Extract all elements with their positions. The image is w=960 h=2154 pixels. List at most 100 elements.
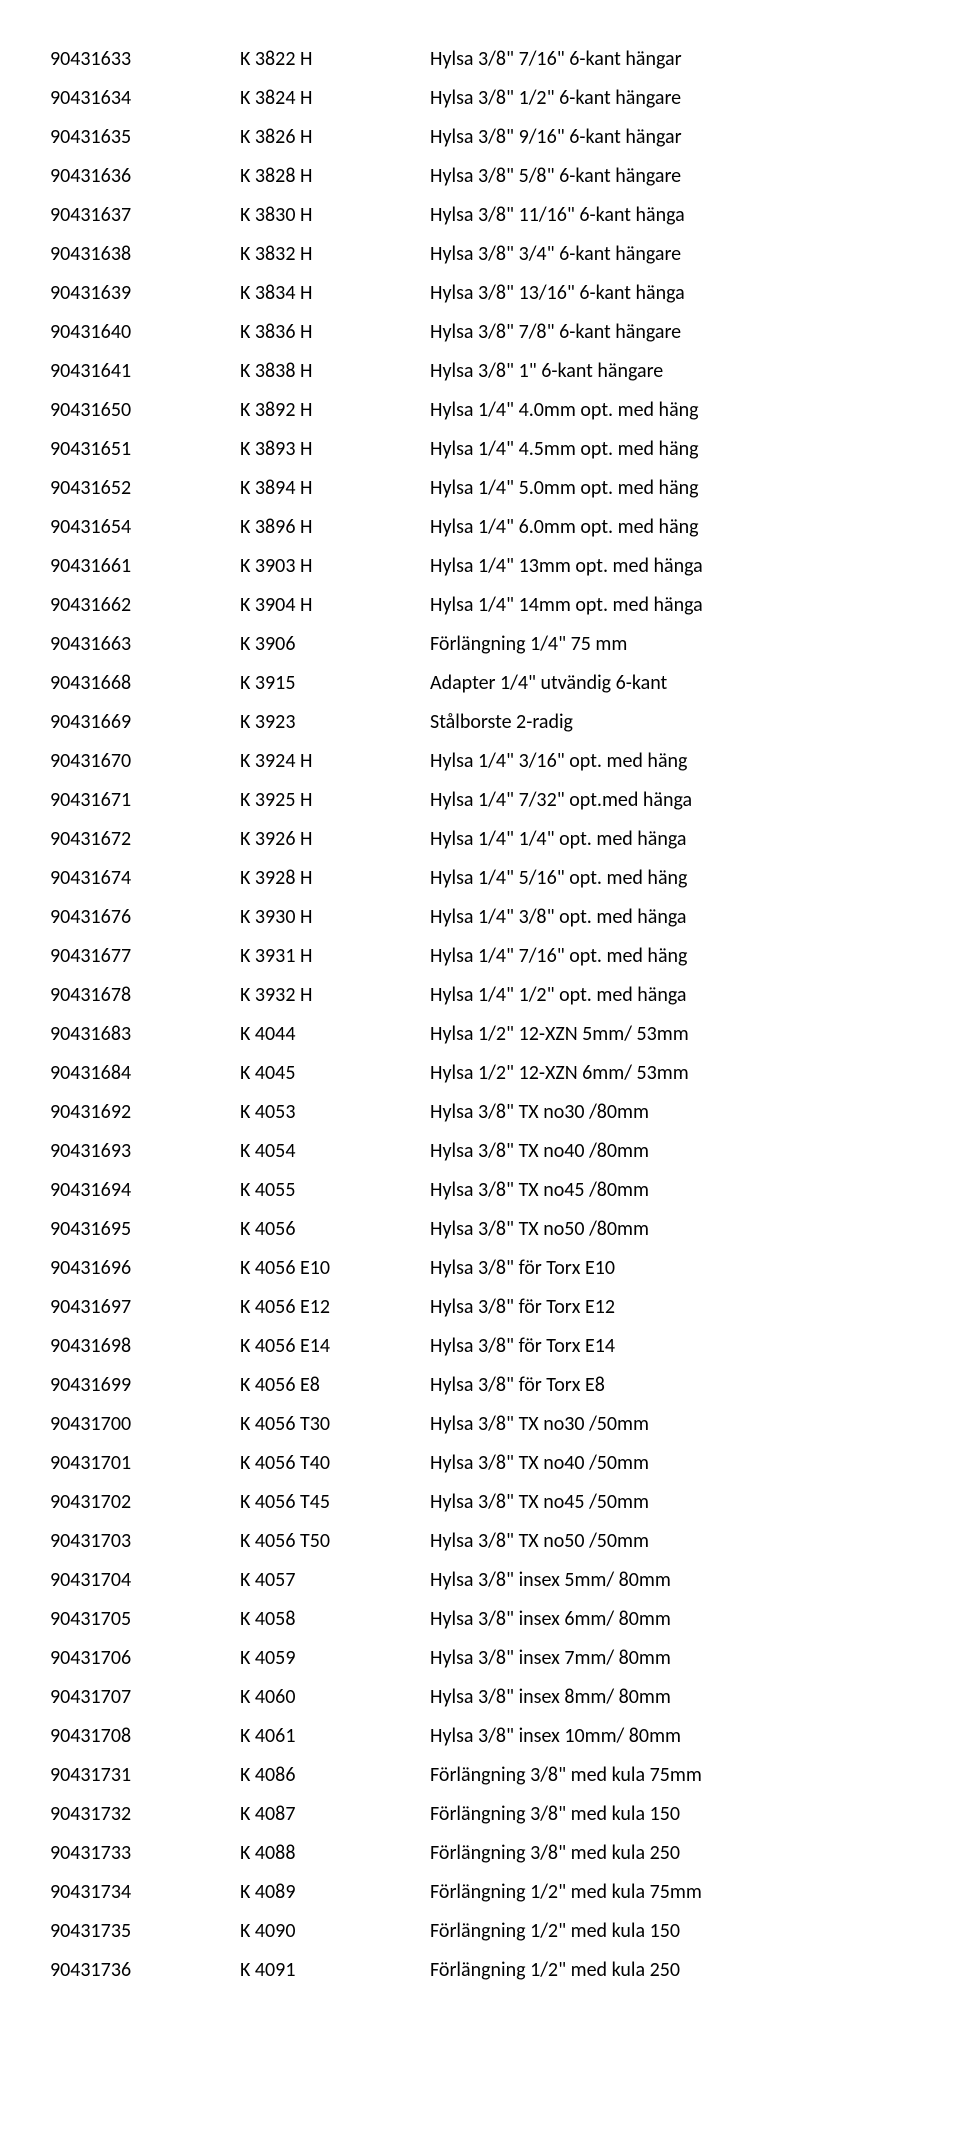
product-code: K 3826 H: [240, 118, 430, 157]
table-row: 90431683K 4044Hylsa 1/2" 12-XZN 5mm/ 53m…: [50, 1015, 910, 1054]
part-number: 90431634: [50, 79, 240, 118]
product-code: K 4056 E8: [240, 1366, 430, 1405]
description: Hylsa 1/4" 3/16" opt. med häng: [430, 742, 910, 781]
part-number: 90431676: [50, 898, 240, 937]
description: Hylsa 1/4" 14mm opt. med hänga: [430, 586, 910, 625]
product-code: K 3932 H: [240, 976, 430, 1015]
part-number: 90431678: [50, 976, 240, 1015]
part-number: 90431732: [50, 1795, 240, 1834]
product-code: K 3928 H: [240, 859, 430, 898]
description: Hylsa 3/8" 5/8" 6-kant hängare: [430, 157, 910, 196]
part-number: 90431684: [50, 1054, 240, 1093]
table-row: 90431641K 3838 HHylsa 3/8" 1" 6-kant hän…: [50, 352, 910, 391]
description: Förlängning 3/8" med kula 75mm: [430, 1756, 910, 1795]
product-code: K 4056 T30: [240, 1405, 430, 1444]
product-code: K 4054: [240, 1132, 430, 1171]
part-number: 90431641: [50, 352, 240, 391]
product-code: K 4090: [240, 1912, 430, 1951]
table-row: 90431670K 3924 HHylsa 1/4" 3/16" opt. me…: [50, 742, 910, 781]
table-row: 90431707K 4060Hylsa 3/8" insex 8mm/ 80mm: [50, 1678, 910, 1717]
table-row: 90431700K 4056 T30Hylsa 3/8" TX no30 /50…: [50, 1405, 910, 1444]
table-row: 90431705K 4058Hylsa 3/8" insex 6mm/ 80mm: [50, 1600, 910, 1639]
product-code: K 4045: [240, 1054, 430, 1093]
product-code: K 4091: [240, 1951, 430, 1990]
description: Hylsa 1/4" 4.0mm opt. med häng: [430, 391, 910, 430]
table-row: 90431634K 3824 HHylsa 3/8" 1/2" 6-kant h…: [50, 79, 910, 118]
product-code: K 3834 H: [240, 274, 430, 313]
part-number: 90431636: [50, 157, 240, 196]
part-number: 90431639: [50, 274, 240, 313]
table-row: 90431708K 4061Hylsa 3/8" insex 10mm/ 80m…: [50, 1717, 910, 1756]
product-code: K 4044: [240, 1015, 430, 1054]
description: Hylsa 1/4" 5.0mm opt. med häng: [430, 469, 910, 508]
part-number: 90431669: [50, 703, 240, 742]
part-number: 90431637: [50, 196, 240, 235]
description: Hylsa 3/8" TX no50 /50mm: [430, 1522, 910, 1561]
table-row: 90431701K 4056 T40Hylsa 3/8" TX no40 /50…: [50, 1444, 910, 1483]
part-number: 90431705: [50, 1600, 240, 1639]
parts-table: 90431633K 3822 HHylsa 3/8" 7/16" 6-kant …: [50, 40, 910, 1990]
product-code: K 4055: [240, 1171, 430, 1210]
product-code: K 3830 H: [240, 196, 430, 235]
part-number: 90431699: [50, 1366, 240, 1405]
product-code: K 3822 H: [240, 40, 430, 79]
part-number: 90431671: [50, 781, 240, 820]
description: Hylsa 1/4" 13mm opt. med hänga: [430, 547, 910, 586]
description: Hylsa 1/4" 3/8" opt. med hänga: [430, 898, 910, 937]
description: Hylsa 1/4" 1/4" opt. med hänga: [430, 820, 910, 859]
part-number: 90431661: [50, 547, 240, 586]
part-number: 90431708: [50, 1717, 240, 1756]
description: Hylsa 1/2" 12-XZN 6mm/ 53mm: [430, 1054, 910, 1093]
product-code: K 4057: [240, 1561, 430, 1600]
table-row: 90431677K 3931 HHylsa 1/4" 7/16" opt. me…: [50, 937, 910, 976]
part-number: 90431735: [50, 1912, 240, 1951]
table-row: 90431733K 4088Förlängning 3/8" med kula …: [50, 1834, 910, 1873]
table-row: 90431636K 3828 HHylsa 3/8" 5/8" 6-kant h…: [50, 157, 910, 196]
product-code: K 4060: [240, 1678, 430, 1717]
table-row: 90431735K 4090Förlängning 1/2" med kula …: [50, 1912, 910, 1951]
description: Hylsa 3/8" TX no45 /50mm: [430, 1483, 910, 1522]
description: Hylsa 3/8" TX no40 /50mm: [430, 1444, 910, 1483]
table-row: 90431731K 4086Förlängning 3/8" med kula …: [50, 1756, 910, 1795]
table-row: 90431676K 3930 HHylsa 1/4" 3/8" opt. med…: [50, 898, 910, 937]
table-row: 90431672K 3926 HHylsa 1/4" 1/4" opt. med…: [50, 820, 910, 859]
part-number: 90431700: [50, 1405, 240, 1444]
product-code: K 3838 H: [240, 352, 430, 391]
product-code: K 3930 H: [240, 898, 430, 937]
table-row: 90431694K 4055Hylsa 3/8" TX no45 /80mm: [50, 1171, 910, 1210]
part-number: 90431733: [50, 1834, 240, 1873]
product-code: K 3893 H: [240, 430, 430, 469]
product-code: K 4059: [240, 1639, 430, 1678]
product-code: K 4056 E10: [240, 1249, 430, 1288]
part-number: 90431697: [50, 1288, 240, 1327]
product-code: K 3915: [240, 664, 430, 703]
description: Hylsa 3/8" för Torx E14: [430, 1327, 910, 1366]
product-code: K 4088: [240, 1834, 430, 1873]
table-row: 90431637K 3830 HHylsa 3/8" 11/16" 6-kant…: [50, 196, 910, 235]
part-number: 90431674: [50, 859, 240, 898]
table-row: 90431661K 3903 HHylsa 1/4" 13mm opt. med…: [50, 547, 910, 586]
product-code: K 3904 H: [240, 586, 430, 625]
part-number: 90431692: [50, 1093, 240, 1132]
part-number: 90431662: [50, 586, 240, 625]
description: Förlängning 3/8" med kula 250: [430, 1834, 910, 1873]
part-number: 90431698: [50, 1327, 240, 1366]
product-code: K 4056 E12: [240, 1288, 430, 1327]
table-row: 90431639K 3834 HHylsa 3/8" 13/16" 6-kant…: [50, 274, 910, 313]
description: Hylsa 3/8" insex 7mm/ 80mm: [430, 1639, 910, 1678]
description: Hylsa 3/8" 9/16" 6-kant hängar: [430, 118, 910, 157]
product-code: K 3931 H: [240, 937, 430, 976]
description: Hylsa 3/8" 7/8" 6-kant hängare: [430, 313, 910, 352]
part-number: 90431695: [50, 1210, 240, 1249]
table-row: 90431704K 4057Hylsa 3/8" insex 5mm/ 80mm: [50, 1561, 910, 1600]
part-number: 90431696: [50, 1249, 240, 1288]
table-row: 90431693K 4054Hylsa 3/8" TX no40 /80mm: [50, 1132, 910, 1171]
description: Hylsa 3/8" för Torx E12: [430, 1288, 910, 1327]
description: Hylsa 3/8" för Torx E8: [430, 1366, 910, 1405]
part-number: 90431650: [50, 391, 240, 430]
description: Hylsa 1/2" 12-XZN 5mm/ 53mm: [430, 1015, 910, 1054]
part-number: 90431701: [50, 1444, 240, 1483]
product-code: K 3892 H: [240, 391, 430, 430]
description: Hylsa 1/4" 4.5mm opt. med häng: [430, 430, 910, 469]
product-code: K 4058: [240, 1600, 430, 1639]
